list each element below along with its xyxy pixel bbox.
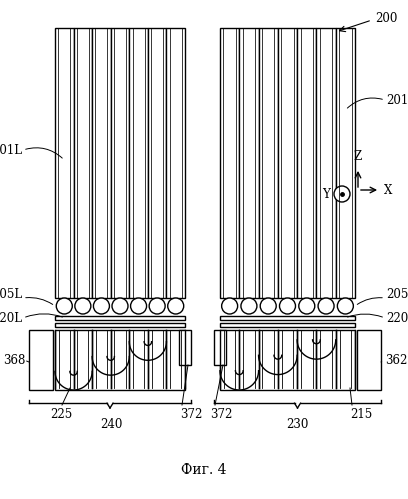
Bar bbox=[55, 330, 185, 390]
Text: 205A: 205A bbox=[386, 288, 408, 301]
Bar bbox=[259, 28, 278, 298]
Text: 201L: 201L bbox=[0, 144, 22, 157]
Bar bbox=[166, 28, 185, 298]
Bar bbox=[317, 28, 336, 298]
Bar bbox=[214, 330, 226, 365]
Bar bbox=[357, 330, 381, 390]
Bar bbox=[220, 323, 355, 327]
Bar bbox=[73, 28, 92, 298]
Text: X: X bbox=[384, 184, 392, 197]
Circle shape bbox=[334, 186, 350, 202]
Bar bbox=[179, 330, 191, 365]
Bar bbox=[336, 28, 355, 298]
Bar bbox=[55, 316, 185, 320]
Bar bbox=[92, 28, 111, 298]
Bar bbox=[220, 330, 355, 390]
Bar bbox=[220, 28, 239, 298]
Text: 230: 230 bbox=[286, 418, 309, 431]
Bar bbox=[111, 28, 129, 298]
Circle shape bbox=[93, 298, 109, 314]
Circle shape bbox=[260, 298, 276, 314]
Text: 240: 240 bbox=[100, 418, 122, 431]
Circle shape bbox=[149, 298, 165, 314]
Text: 200: 200 bbox=[375, 11, 397, 24]
Circle shape bbox=[56, 298, 72, 314]
Text: Y: Y bbox=[322, 188, 330, 201]
Circle shape bbox=[318, 298, 334, 314]
Circle shape bbox=[112, 298, 128, 314]
Bar bbox=[129, 28, 148, 298]
Text: 220A: 220A bbox=[386, 311, 408, 324]
Text: 205L: 205L bbox=[0, 288, 22, 301]
Bar bbox=[278, 28, 297, 298]
Circle shape bbox=[299, 298, 315, 314]
Text: 220L: 220L bbox=[0, 311, 22, 324]
Text: Z: Z bbox=[354, 150, 362, 163]
Text: 372: 372 bbox=[180, 408, 202, 421]
Circle shape bbox=[241, 298, 257, 314]
Bar bbox=[29, 330, 53, 390]
Text: 225: 225 bbox=[50, 408, 72, 421]
Text: 362: 362 bbox=[385, 353, 407, 366]
Bar bbox=[55, 323, 185, 327]
Text: 201A: 201A bbox=[386, 93, 408, 106]
Circle shape bbox=[131, 298, 146, 314]
Text: 215: 215 bbox=[350, 408, 372, 421]
Bar bbox=[239, 28, 259, 298]
Circle shape bbox=[75, 298, 91, 314]
Bar bbox=[297, 28, 317, 298]
Circle shape bbox=[222, 298, 237, 314]
Text: Фиг. 4: Фиг. 4 bbox=[181, 463, 227, 477]
Text: 368: 368 bbox=[2, 353, 25, 366]
Bar bbox=[148, 28, 166, 298]
Bar bbox=[55, 28, 73, 298]
Bar bbox=[220, 316, 355, 320]
Circle shape bbox=[337, 298, 353, 314]
Text: 372: 372 bbox=[210, 408, 233, 421]
Circle shape bbox=[168, 298, 184, 314]
Circle shape bbox=[279, 298, 295, 314]
